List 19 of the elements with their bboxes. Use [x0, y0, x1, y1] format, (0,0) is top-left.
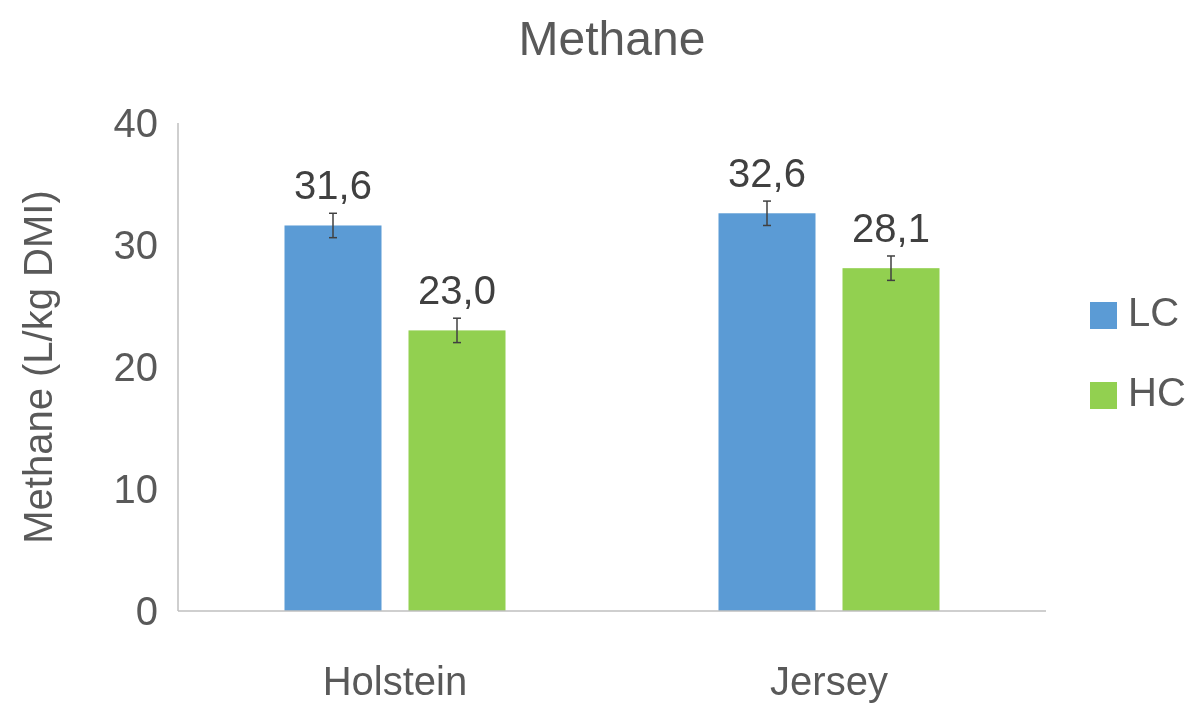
- y-tick-label: 40: [113, 101, 158, 145]
- bar: [842, 268, 940, 611]
- y-tick-label: 0: [135, 589, 158, 633]
- y-tick-label: 20: [113, 345, 158, 389]
- x-tick-label: Jersey: [770, 659, 888, 703]
- bar: [284, 225, 382, 611]
- y-axis-title: Methane (L/kg DMI): [16, 190, 60, 544]
- bar: [408, 330, 506, 611]
- legend-label: LC: [1128, 290, 1180, 334]
- data-label: 23,0: [418, 268, 496, 313]
- x-tick-label: Holstein: [322, 659, 468, 703]
- y-tick-label: 30: [113, 223, 158, 267]
- data-label: 31,6: [294, 163, 372, 208]
- bar: [718, 213, 816, 611]
- y-tick-label: 10: [113, 467, 158, 511]
- legend-label: HC: [1128, 370, 1186, 414]
- data-label: 32,6: [728, 151, 806, 196]
- chart-title: Methane: [518, 12, 706, 65]
- data-label: 28,1: [852, 205, 930, 250]
